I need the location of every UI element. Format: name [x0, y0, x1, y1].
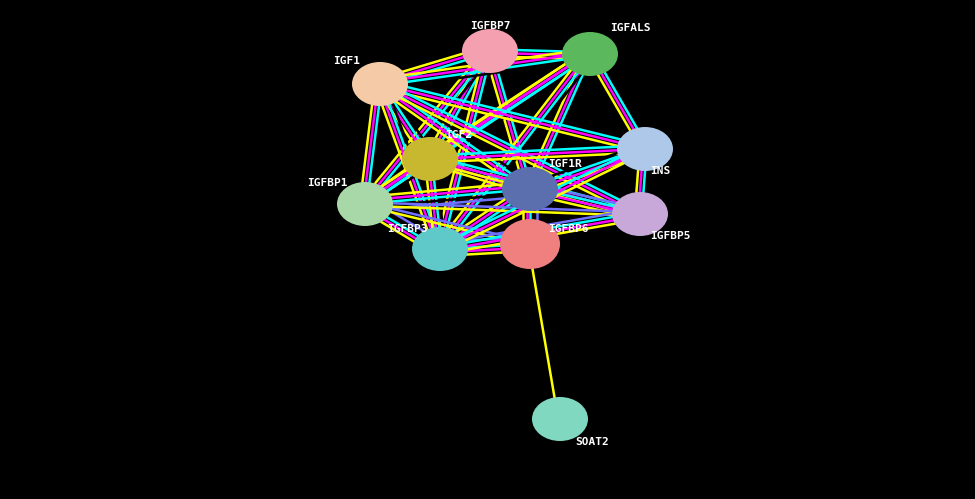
Text: IGFALS: IGFALS: [610, 23, 650, 33]
Text: SOAT2: SOAT2: [575, 437, 608, 447]
Ellipse shape: [612, 192, 668, 236]
Ellipse shape: [532, 397, 588, 441]
Ellipse shape: [337, 182, 393, 226]
Ellipse shape: [402, 137, 458, 181]
Text: IGFBP1: IGFBP1: [307, 178, 348, 188]
Ellipse shape: [462, 29, 518, 73]
Text: IGF1: IGF1: [333, 56, 360, 66]
Ellipse shape: [617, 127, 673, 171]
Ellipse shape: [412, 227, 468, 271]
Ellipse shape: [502, 167, 558, 211]
Text: IGFBP7: IGFBP7: [470, 21, 510, 31]
Text: INS: INS: [650, 166, 670, 176]
Text: IGF1R: IGF1R: [548, 159, 582, 169]
Text: IGF2: IGF2: [445, 130, 472, 140]
Text: IGFBP6: IGFBP6: [548, 224, 589, 234]
Ellipse shape: [500, 219, 560, 269]
Text: IGFBP5: IGFBP5: [650, 231, 690, 241]
Ellipse shape: [352, 62, 408, 106]
Text: IGFBP3: IGFBP3: [387, 224, 428, 234]
Ellipse shape: [562, 32, 618, 76]
